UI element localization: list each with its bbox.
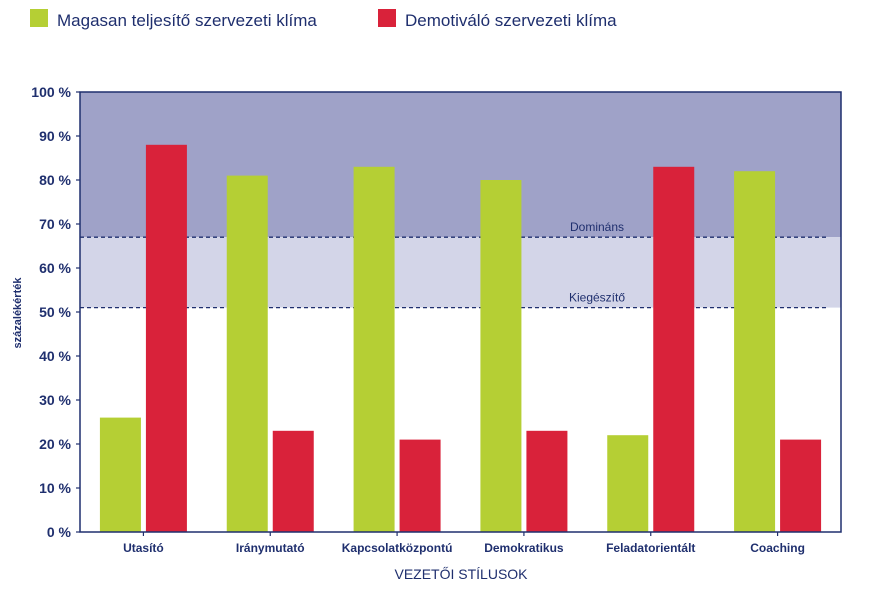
x-tick-label-3: Kapcsolatközpontú	[342, 541, 453, 555]
y-tick-label-1: 0 %	[47, 524, 72, 540]
axes: 0 % 10 % 20 % 30 % 40 % 50 % 60 % 70 % 80 % 90 % 1…	[31, 84, 842, 555]
legend-label-2: Demotiváló szervezeti klíma	[405, 11, 617, 30]
bar-5-series-2	[653, 166, 695, 533]
legend-swatch-2	[378, 9, 396, 27]
y-tick-label-2: 10 %	[39, 480, 71, 496]
x-tick-label-6: Coaching	[750, 541, 805, 555]
reference-line-label-2: Kiegészítő	[569, 291, 625, 305]
bar-3-series-2	[399, 439, 441, 532]
bar-2-series-2	[272, 430, 314, 532]
reference-band-2	[80, 237, 841, 308]
y-tick-label-8: 70 %	[39, 216, 71, 232]
legend-label-1: Magasan teljesítő szervezeti klíma	[57, 11, 317, 30]
y-tick-label-4: 30 %	[39, 392, 71, 408]
y-tick-label-6: 50 %	[39, 304, 71, 320]
x-tick-label-4: Demokratikus	[484, 541, 564, 555]
bar-1-series-2	[145, 144, 187, 533]
y-axis-title: százalékérték	[12, 277, 24, 349]
x-tick-label-1: Utasító	[123, 541, 164, 555]
reference-band-1	[80, 92, 841, 238]
bars	[99, 144, 822, 533]
x-tick-label-5: Feladatorientált	[606, 541, 695, 555]
legend: Magasan teljesítő szervezeti klíma Demoti…	[30, 9, 617, 30]
reference-bands	[80, 92, 841, 308]
y-tick-label-7: 60 %	[39, 260, 71, 276]
y-tick-label-11: 100 %	[31, 84, 71, 100]
bar-4-series-1	[480, 180, 522, 532]
legend-swatch-1	[30, 9, 48, 27]
bar-3-series-1	[353, 166, 395, 533]
x-tick-label-2: Iránymutató	[236, 541, 305, 555]
bar-1-series-1	[99, 417, 141, 532]
y-tick-label-3: 20 %	[39, 436, 71, 452]
bar-6-series-1	[734, 171, 776, 532]
bar-4-series-2	[526, 430, 568, 532]
reference-line-label-1: Domináns	[570, 220, 624, 234]
x-axis-title: VEZETŐI STÍLUSOK	[394, 566, 528, 582]
bar-6-series-2	[780, 439, 822, 532]
bar-5-series-1	[607, 435, 649, 532]
bar-2-series-1	[226, 175, 268, 532]
y-tick-label-5: 40 %	[39, 348, 71, 364]
y-tick-label-9: 80 %	[39, 172, 71, 188]
y-tick-label-10: 90 %	[39, 128, 71, 144]
reference-lines: Domináns Kiegészítő	[80, 220, 827, 309]
